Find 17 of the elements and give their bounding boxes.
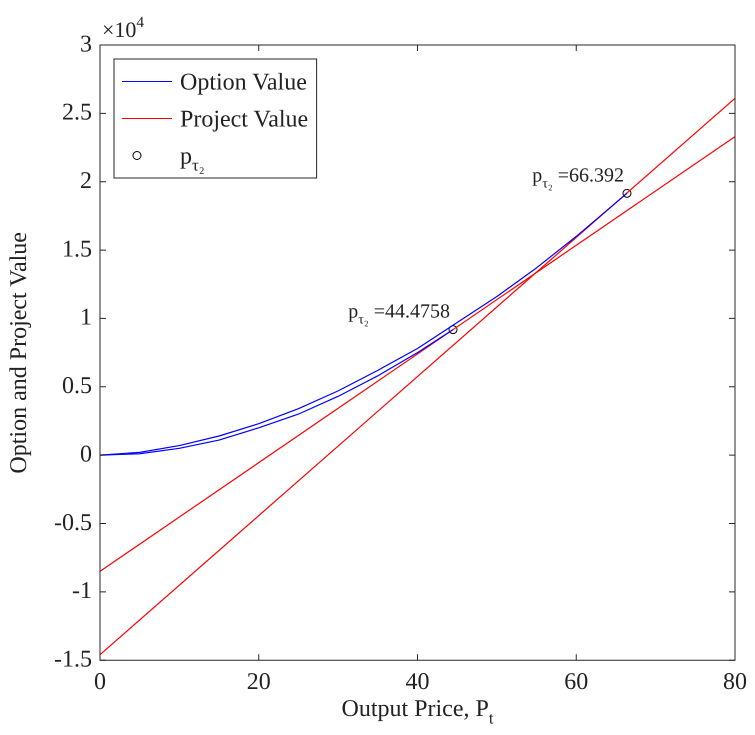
x-tick-label: 80 (723, 668, 747, 695)
y-tick-label: 1.5 (62, 236, 92, 262)
y-axis-title: Option and Project Value (6, 232, 32, 474)
y-tick-label: -0.5 (54, 510, 92, 536)
legend-label: Project Value (180, 106, 308, 132)
y-tick-label: 1 (80, 304, 92, 331)
y-tick-label: 3 (80, 31, 92, 58)
x-tick-label: 60 (564, 668, 588, 695)
x-tick-label: 40 (405, 668, 430, 695)
y-tick-label: 2.5 (62, 100, 92, 126)
legend-label: Option Value (180, 70, 307, 96)
x-tick-label: 20 (246, 668, 271, 695)
y-tick-label: -1 (72, 578, 92, 604)
y-tick-label: 2 (80, 168, 92, 194)
y-tick-label: 0.5 (62, 373, 92, 400)
y-tick-label: 0 (80, 441, 92, 468)
y-tick-label: -1.5 (54, 646, 92, 672)
